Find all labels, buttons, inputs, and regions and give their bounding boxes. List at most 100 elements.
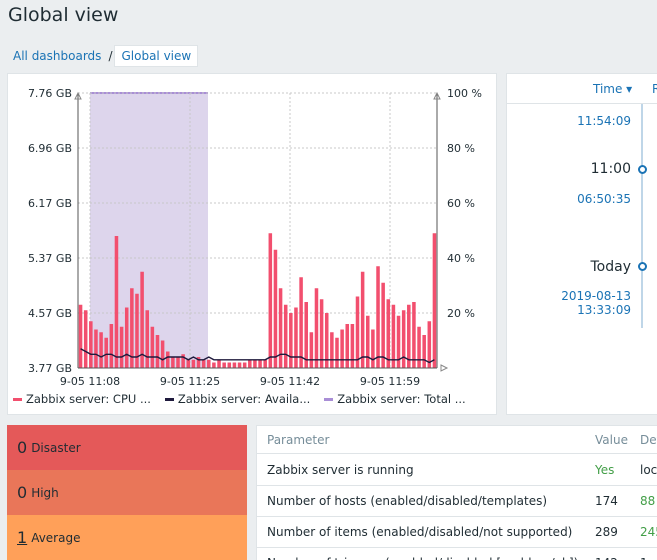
cpu-bar <box>78 304 83 368</box>
row-value: 174 <box>595 494 618 508</box>
row-value: Yes <box>595 463 615 477</box>
cpu-bar <box>227 362 232 368</box>
cpu-bar <box>150 326 155 368</box>
cpu-bar <box>422 335 426 368</box>
cpu-bar <box>258 359 262 368</box>
row-parameter: Zabbix server is running <box>267 463 414 477</box>
cpu-bar <box>171 357 175 368</box>
y-right-tick-label: 20 % <box>447 307 475 320</box>
cpu-bar <box>201 359 206 368</box>
cpu-bar <box>350 324 355 368</box>
header-parameter: Parameter <box>267 432 330 447</box>
timeline-time-link[interactable]: 11:54:09 <box>577 114 631 128</box>
y-axis-left-arrow <box>74 91 82 100</box>
column-header-next[interactable]: R <box>652 82 657 96</box>
column-header-time[interactable]: Time ▾ <box>593 82 633 96</box>
header-value: Value <box>595 432 628 447</box>
cpu-bar <box>237 362 242 368</box>
problems-timeline-widget: Time ▾ R 11:54:09 11:00 06:50:35 Today 2… <box>506 73 657 415</box>
y-left-tick-label: 6.17 GB <box>28 197 72 210</box>
row-value: 142 <box>595 548 637 560</box>
severity-count[interactable]: 1 <box>17 528 28 547</box>
cpu-bar <box>273 249 278 368</box>
cpu-bar <box>217 359 221 368</box>
y-left-tick-label: 4.57 GB <box>28 307 72 320</box>
cpu-bar <box>140 271 144 368</box>
sysinfo-header: Parameter Value Det <box>257 426 657 454</box>
cpu-bar <box>304 302 308 368</box>
cpu-bar <box>278 288 283 368</box>
cpu-bar <box>145 310 149 368</box>
cpu-bar <box>371 329 375 368</box>
y-right-tick-label: 60 % <box>447 197 475 210</box>
cpu-bar <box>381 282 385 368</box>
cpu-bar <box>242 362 247 368</box>
breadcrumb-separator: / <box>108 49 113 63</box>
problems-by-severity-widget: 0 Disaster 0 High 1 Average <box>7 425 247 560</box>
cpu-bar <box>366 315 370 368</box>
timeline-time-link[interactable]: 2019-08-13 13:33:09 <box>561 289 631 317</box>
cpu-bar <box>155 335 160 368</box>
cpu-bar <box>89 321 93 368</box>
cpu-bar <box>432 233 437 368</box>
timeline-hour-marker: 11:00 <box>590 161 631 177</box>
cpu-bar <box>268 233 273 368</box>
cpu-bar <box>283 304 288 368</box>
cpu-bar <box>207 359 211 368</box>
x-tick-label: 9-05 11:59 <box>360 375 420 388</box>
legend-swatch-total <box>324 397 334 401</box>
legend-label-available: Zabbix server: Availa... <box>177 392 311 406</box>
cpu-bar <box>391 304 396 368</box>
cpu-bar <box>309 332 314 368</box>
header-details: Det <box>640 432 657 447</box>
cpu-bar <box>165 351 170 368</box>
row-parameter: Number of hosts (enabled/disabled/templa… <box>267 494 548 508</box>
severity-label: Disaster <box>31 440 81 455</box>
cpu-bar <box>335 337 339 368</box>
cpu-bar <box>340 329 344 368</box>
x-axis-arrow <box>440 364 449 372</box>
timeline-day-marker: Today <box>590 259 632 275</box>
cpu-bar <box>417 326 421 368</box>
row-parameter: Number of items (enabled/disabled/not su… <box>267 525 573 539</box>
legend-item-total: Zabbix server: Total ... <box>324 392 466 406</box>
row-parameter: Number of triggers (enabled/disabled [pr… <box>267 548 587 560</box>
cpu-bar <box>427 321 432 368</box>
cpu-bar <box>191 359 196 368</box>
cpu-bar <box>396 315 401 368</box>
graph-chart: 7.76 GB 6.96 GB 6.17 GB 5.37 GB 4.57 GB 3.77 … <box>28 87 482 388</box>
cpu-bar <box>109 324 114 368</box>
cpu-bar <box>135 293 139 368</box>
y-right-tick-label: 80 % <box>447 142 475 155</box>
cpu-bar <box>222 362 226 368</box>
cpu-bar <box>412 302 416 368</box>
breadcrumb: All dashboards / Global view <box>8 45 199 67</box>
table-row: Number of triggers (enabled/disabled [pr… <box>257 548 657 560</box>
cpu-bar <box>314 288 319 368</box>
table-row: Number of items (enabled/disabled/not su… <box>257 517 657 548</box>
severity-disaster[interactable]: 0 Disaster <box>7 425 247 470</box>
cpu-bar <box>212 362 216 368</box>
x-tick-label: 9-05 11:42 <box>260 375 320 388</box>
cpu-bar <box>376 266 380 368</box>
y-left-tick-label: 7.76 GB <box>28 87 72 100</box>
page-title: Global view <box>8 4 119 26</box>
y-left-tick-label: 3.77 GB <box>28 362 72 375</box>
breadcrumb-global-view[interactable]: Global view <box>114 45 199 67</box>
cpu-bar <box>232 362 237 368</box>
cpu-bar <box>289 313 293 368</box>
cpu-bar <box>160 340 165 368</box>
severity-high[interactable]: 0 High <box>7 470 247 515</box>
timeline-time-link[interactable]: 06:50:35 <box>577 192 631 206</box>
legend-item-cpu: Zabbix server: CPU ... <box>13 392 151 406</box>
y-right-tick-label: 100 % <box>447 87 482 100</box>
legend-label-cpu: Zabbix server: CPU ... <box>26 392 151 406</box>
cpu-bar <box>119 326 124 368</box>
severity-average[interactable]: 1 Average <box>7 515 247 560</box>
x-tick-label: 9-05 11:25 <box>160 375 220 388</box>
cpu-bar <box>324 313 329 368</box>
cpu-bar <box>401 310 406 368</box>
breadcrumb-all-dashboards[interactable]: All dashboards <box>13 49 102 63</box>
cpu-bar <box>360 271 365 368</box>
x-tick-label: 9-05 11:08 <box>60 375 120 388</box>
